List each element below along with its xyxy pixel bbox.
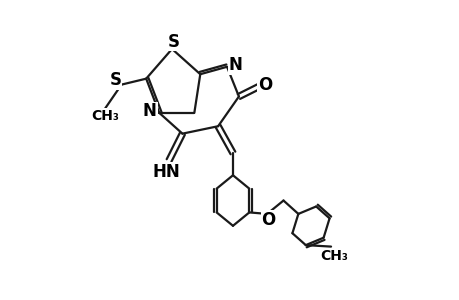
Text: HN: HN xyxy=(152,163,179,181)
Text: CH₃: CH₃ xyxy=(91,109,119,123)
Text: S: S xyxy=(167,32,179,50)
Text: CH₃: CH₃ xyxy=(319,248,347,262)
Text: N: N xyxy=(228,56,242,74)
Text: N: N xyxy=(142,102,157,120)
Text: O: O xyxy=(257,76,272,94)
Text: O: O xyxy=(261,211,275,229)
Text: S: S xyxy=(109,71,121,89)
